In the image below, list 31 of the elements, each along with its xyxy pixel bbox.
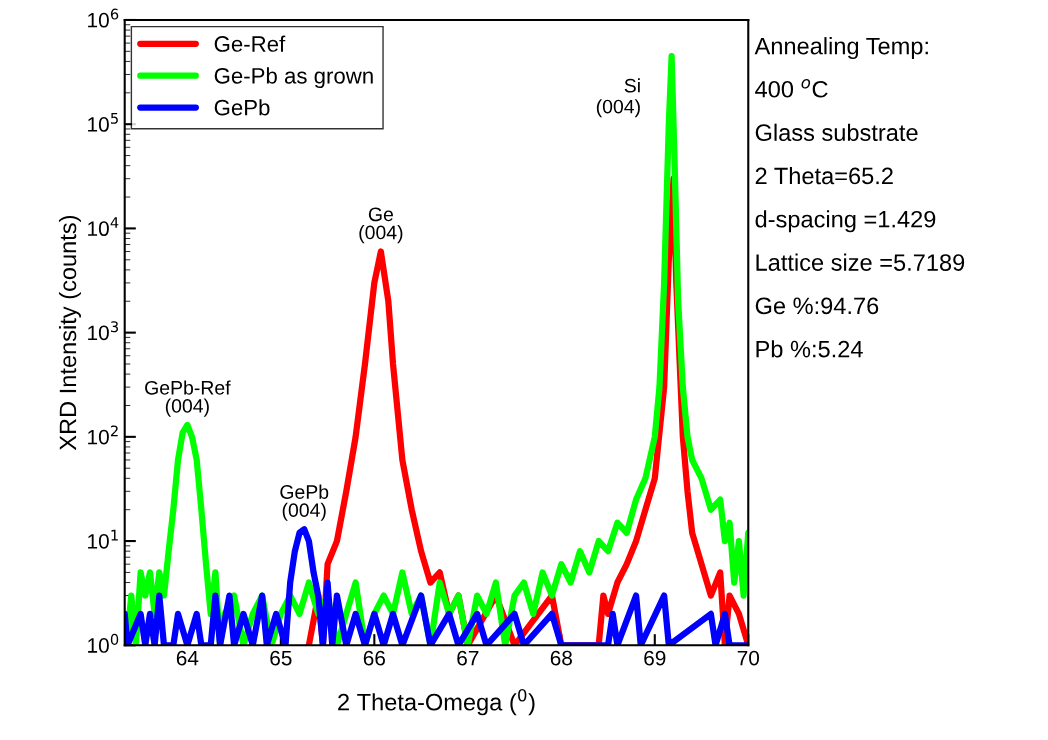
text: d-spacing =1.429 <box>755 210 936 233</box>
text: 2 Theta=65.2 <box>755 166 893 185</box>
y-tick-label: 10$^{3}$ <box>88 321 118 341</box>
y-tick-label: 10$^{0}$ <box>88 633 119 653</box>
x-tick-label: 64 <box>176 650 199 666</box>
y-tick-label: 10$^{4}$ <box>88 217 119 237</box>
y-tick-label: 10$^{1}$ <box>88 529 118 549</box>
x-axis-title: 2 Theta-Omega ($^{0}$) <box>338 689 535 716</box>
x-tick-label: 66 <box>363 650 385 666</box>
y-tick-label: 10$^{6}$ <box>88 8 119 28</box>
x-tick-label: 67 <box>457 650 479 666</box>
x-tick-label: 69 <box>644 650 666 666</box>
legend-label: Ge-Ref <box>214 35 286 52</box>
annotation: Si (004) <box>596 78 640 118</box>
y-tick-label: 10$^{2}$ <box>88 425 118 445</box>
annotation: GePb (004) <box>280 484 329 521</box>
y-axis-title: XRD Intensity (counts) <box>58 215 81 451</box>
text: Lattice size =5.7189 <box>756 253 965 271</box>
x-tick-label: 68 <box>550 650 572 666</box>
legend-label: GePb <box>214 99 270 116</box>
x-tick-label: 70 <box>737 650 760 666</box>
text: 400 $^{o}$C <box>755 79 828 98</box>
text: Pb %:5.24 <box>756 340 863 358</box>
text: Glass substrate <box>755 123 918 142</box>
text: Ge %:94.76 <box>755 297 879 315</box>
annotation: Ge (004) <box>359 207 403 244</box>
text: Annealing Temp: <box>754 37 928 60</box>
legend-label: Ge-Pb as grown <box>214 67 373 89</box>
annotation: GePb-Ref (004) <box>145 380 231 417</box>
y-tick-label: 10$^{5}$ <box>88 113 118 132</box>
x-tick-label: 65 <box>270 650 292 666</box>
